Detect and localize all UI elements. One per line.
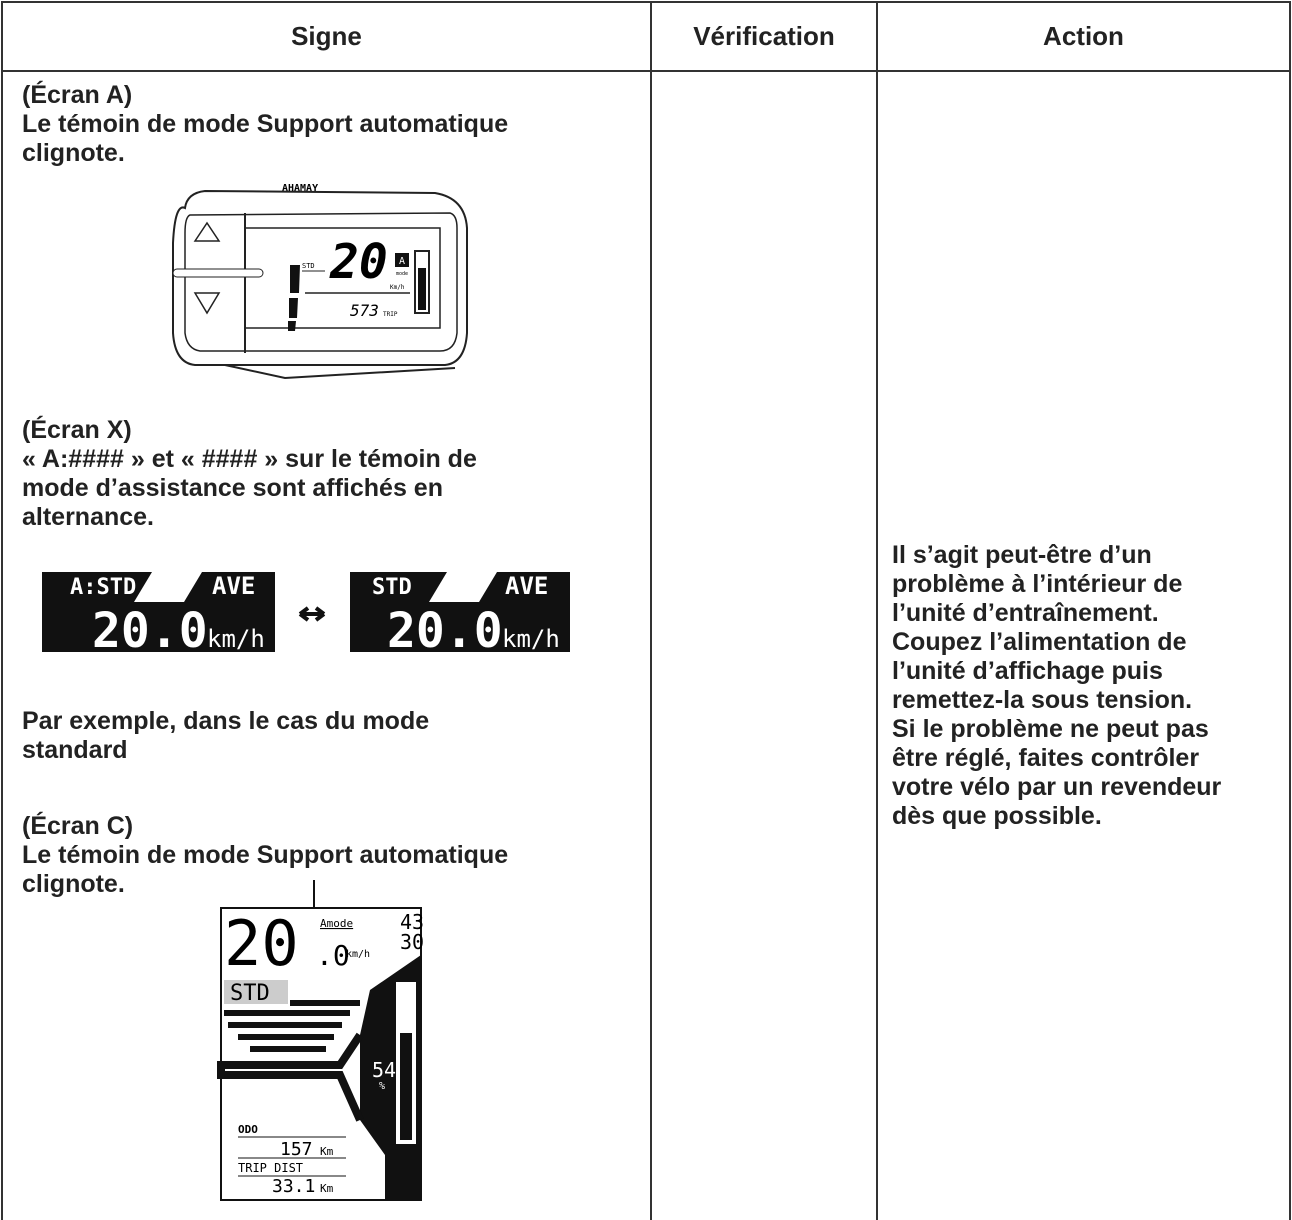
average: AVE <box>212 572 255 600</box>
display-x-illustration: A:STD AVE 20.0 km/h STD AVE 20.0 km/h <box>42 572 570 659</box>
assist: A <box>399 256 405 267</box>
display-c-illustration: 20 .0 Amode km/h 43 30 STD 54 % ODO 157 … <box>217 880 424 1201</box>
column-header: Action <box>1043 21 1124 51</box>
lcd-divider <box>429 572 497 602</box>
table-border <box>650 1 652 1220</box>
table-border <box>876 1 878 1220</box>
screen-label: (Écran A) <box>22 81 133 109</box>
device-frame <box>184 212 458 352</box>
unit: km/h <box>346 949 370 960</box>
divider <box>217 1032 364 1122</box>
trip: 573 <box>350 301 379 320</box>
trip-label: TRIP <box>383 311 398 318</box>
action-line: dès que possible. <box>892 802 1102 830</box>
trip-label: TRIP DIST <box>238 1161 303 1175</box>
screen-label: (Écran X) <box>22 416 132 444</box>
table-border <box>1 70 1291 72</box>
table-border <box>1289 1 1291 1220</box>
range-bottom: 30 <box>400 930 424 954</box>
text-line: clignote. <box>22 870 125 898</box>
action-line: Si le problème ne peut pas <box>892 715 1209 743</box>
odo: 157 <box>280 1139 313 1160</box>
action-line: votre vélo par un revendeur <box>892 773 1222 801</box>
unit: km/h <box>207 625 265 653</box>
battery-value: 54 <box>372 1058 396 1082</box>
battery-level <box>400 1033 412 1140</box>
assist-icon <box>395 253 409 267</box>
text-line: clignote. <box>22 139 125 167</box>
battery-level <box>418 268 426 310</box>
lcd-divider <box>134 572 202 602</box>
arrow <box>298 606 326 622</box>
mode: A:STD <box>70 575 136 600</box>
screen-label: (Écran C) <box>22 812 134 840</box>
action-line: l’unité d’entraînement. <box>892 599 1159 627</box>
speed: 20.0 <box>92 603 208 659</box>
brand: YAMAHA <box>282 183 318 194</box>
trip-unit: Km <box>320 1182 334 1195</box>
buttons <box>193 221 221 315</box>
assist-bars <box>224 1000 360 1052</box>
assist: Amode <box>320 917 353 930</box>
text-line: Le témoin de mode Support automatique <box>22 841 509 869</box>
unit: km/h <box>502 625 560 653</box>
display-a-illustration: YAMAHA STD 20 A mode Km/h 573 TRIP <box>172 183 468 380</box>
action-line: Coupez l’alimentation de <box>892 628 1187 656</box>
lever <box>172 268 264 278</box>
odo-label: ODO <box>238 1123 258 1136</box>
mode: STD <box>302 262 315 270</box>
range-top: 43 <box>400 910 424 934</box>
action-line: problème à l’intérieur de <box>892 570 1183 598</box>
table-border <box>1 1 1291 3</box>
speed: 20 <box>329 234 388 290</box>
action-line: Il s’agit peut-être d’un <box>892 541 1152 569</box>
lcd <box>244 227 441 329</box>
text-line: mode d’assistance sont affichés en <box>22 474 443 502</box>
text-line: « A:#### » et « #### » sur le témoin de <box>22 445 477 473</box>
assist-bars <box>288 265 300 331</box>
mode-bg <box>224 980 288 1004</box>
assist-sub: mode <box>396 271 408 277</box>
trip: 33.1 <box>272 1176 315 1197</box>
text-line: standard <box>22 736 128 764</box>
speed-decimal: .0 <box>316 939 350 972</box>
unit: Km/h <box>390 284 405 291</box>
speed: 20.0 <box>387 603 503 659</box>
speed: 20 <box>224 907 299 980</box>
device-base <box>224 364 456 380</box>
action-line: être réglé, faites contrôler <box>892 744 1200 772</box>
column-header: Signe <box>291 21 362 51</box>
odo-unit: Km <box>320 1145 334 1158</box>
action-line: remettez-la sous tension. <box>892 686 1193 714</box>
text-line: alternance. <box>22 503 155 531</box>
text-line: Le témoin de mode Support automatique <box>22 110 509 138</box>
battery-unit: % <box>379 1081 385 1092</box>
action-line: l’unité d’affichage puis <box>892 657 1163 685</box>
average: AVE <box>505 572 548 600</box>
table-border <box>1 1 3 1220</box>
column-header: Vérification <box>693 21 835 51</box>
mode: STD <box>372 575 412 600</box>
mode: STD <box>230 981 270 1006</box>
text-line: Par exemple, dans le cas du mode <box>22 707 430 735</box>
